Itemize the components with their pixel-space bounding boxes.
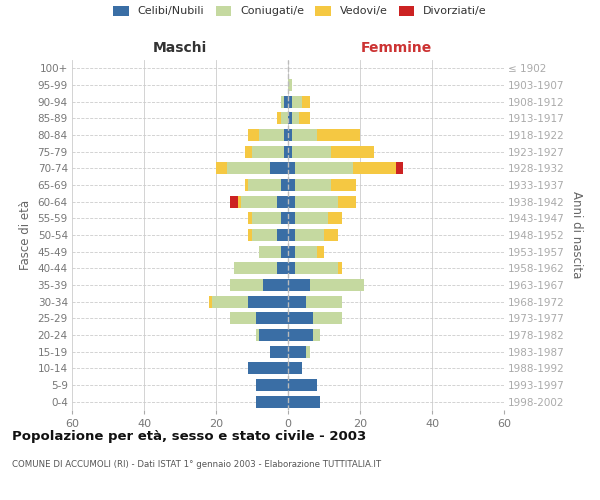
- Bar: [256, 329, 259, 341]
- Bar: [288, 212, 295, 224]
- Bar: [288, 162, 295, 174]
- Bar: [310, 279, 364, 291]
- Bar: [284, 129, 288, 141]
- Bar: [263, 279, 288, 291]
- Bar: [288, 112, 292, 124]
- Bar: [288, 246, 295, 258]
- Bar: [256, 396, 288, 407]
- Bar: [302, 96, 310, 108]
- Bar: [288, 279, 310, 291]
- Bar: [288, 179, 295, 191]
- Bar: [295, 179, 331, 191]
- Bar: [328, 212, 342, 224]
- Bar: [252, 229, 277, 241]
- Bar: [292, 96, 302, 108]
- Bar: [284, 146, 288, 158]
- Bar: [212, 296, 248, 308]
- Bar: [292, 146, 331, 158]
- Bar: [288, 396, 320, 407]
- Bar: [317, 129, 360, 141]
- Bar: [288, 196, 295, 207]
- Bar: [259, 246, 281, 258]
- Bar: [238, 196, 241, 207]
- Bar: [288, 229, 295, 241]
- Bar: [248, 179, 281, 191]
- Bar: [295, 262, 338, 274]
- Bar: [317, 246, 324, 258]
- Bar: [277, 196, 288, 207]
- Bar: [216, 162, 227, 174]
- Bar: [288, 79, 292, 91]
- Bar: [331, 179, 356, 191]
- Bar: [338, 262, 342, 274]
- Bar: [306, 346, 310, 358]
- Bar: [313, 329, 320, 341]
- Bar: [277, 262, 288, 274]
- Bar: [288, 96, 292, 108]
- Bar: [281, 246, 288, 258]
- Bar: [313, 312, 342, 324]
- Bar: [245, 146, 252, 158]
- Bar: [230, 196, 238, 207]
- Bar: [292, 112, 299, 124]
- Bar: [277, 229, 288, 241]
- Bar: [270, 346, 288, 358]
- Bar: [227, 162, 270, 174]
- Bar: [353, 162, 396, 174]
- Bar: [281, 212, 288, 224]
- Bar: [295, 196, 338, 207]
- Text: COMUNE DI ACCUMOLI (RI) - Dati ISTAT 1° gennaio 2003 - Elaborazione TUTTITALIA.I: COMUNE DI ACCUMOLI (RI) - Dati ISTAT 1° …: [12, 460, 381, 469]
- Bar: [288, 379, 317, 391]
- Bar: [259, 329, 288, 341]
- Bar: [324, 229, 338, 241]
- Bar: [295, 212, 328, 224]
- Bar: [230, 312, 256, 324]
- Bar: [288, 129, 292, 141]
- Bar: [248, 129, 259, 141]
- Bar: [338, 196, 356, 207]
- Text: Popolazione per età, sesso e stato civile - 2003: Popolazione per età, sesso e stato civil…: [12, 430, 366, 443]
- Bar: [281, 179, 288, 191]
- Bar: [306, 296, 342, 308]
- Bar: [277, 112, 281, 124]
- Bar: [245, 179, 248, 191]
- Bar: [396, 162, 403, 174]
- Bar: [252, 146, 284, 158]
- Bar: [234, 262, 277, 274]
- Bar: [288, 346, 306, 358]
- Bar: [248, 362, 288, 374]
- Y-axis label: Anni di nascita: Anni di nascita: [571, 192, 583, 278]
- Bar: [288, 262, 295, 274]
- Bar: [281, 112, 288, 124]
- Legend: Celibi/Nubili, Coniugati/e, Vedovi/e, Divorziati/e: Celibi/Nubili, Coniugati/e, Vedovi/e, Di…: [113, 6, 487, 16]
- Bar: [248, 229, 252, 241]
- Bar: [209, 296, 212, 308]
- Text: Femmine: Femmine: [361, 41, 431, 55]
- Bar: [288, 362, 302, 374]
- Bar: [292, 129, 317, 141]
- Bar: [248, 212, 252, 224]
- Bar: [295, 246, 317, 258]
- Bar: [299, 112, 310, 124]
- Bar: [256, 379, 288, 391]
- Text: Maschi: Maschi: [153, 41, 207, 55]
- Bar: [256, 312, 288, 324]
- Bar: [270, 162, 288, 174]
- Bar: [259, 129, 284, 141]
- Bar: [288, 329, 313, 341]
- Y-axis label: Fasce di età: Fasce di età: [19, 200, 32, 270]
- Bar: [230, 279, 263, 291]
- Bar: [288, 146, 292, 158]
- Bar: [284, 96, 288, 108]
- Bar: [281, 96, 284, 108]
- Bar: [288, 312, 313, 324]
- Bar: [288, 296, 306, 308]
- Bar: [295, 162, 353, 174]
- Bar: [241, 196, 277, 207]
- Bar: [331, 146, 374, 158]
- Bar: [295, 229, 324, 241]
- Bar: [248, 296, 288, 308]
- Bar: [252, 212, 281, 224]
